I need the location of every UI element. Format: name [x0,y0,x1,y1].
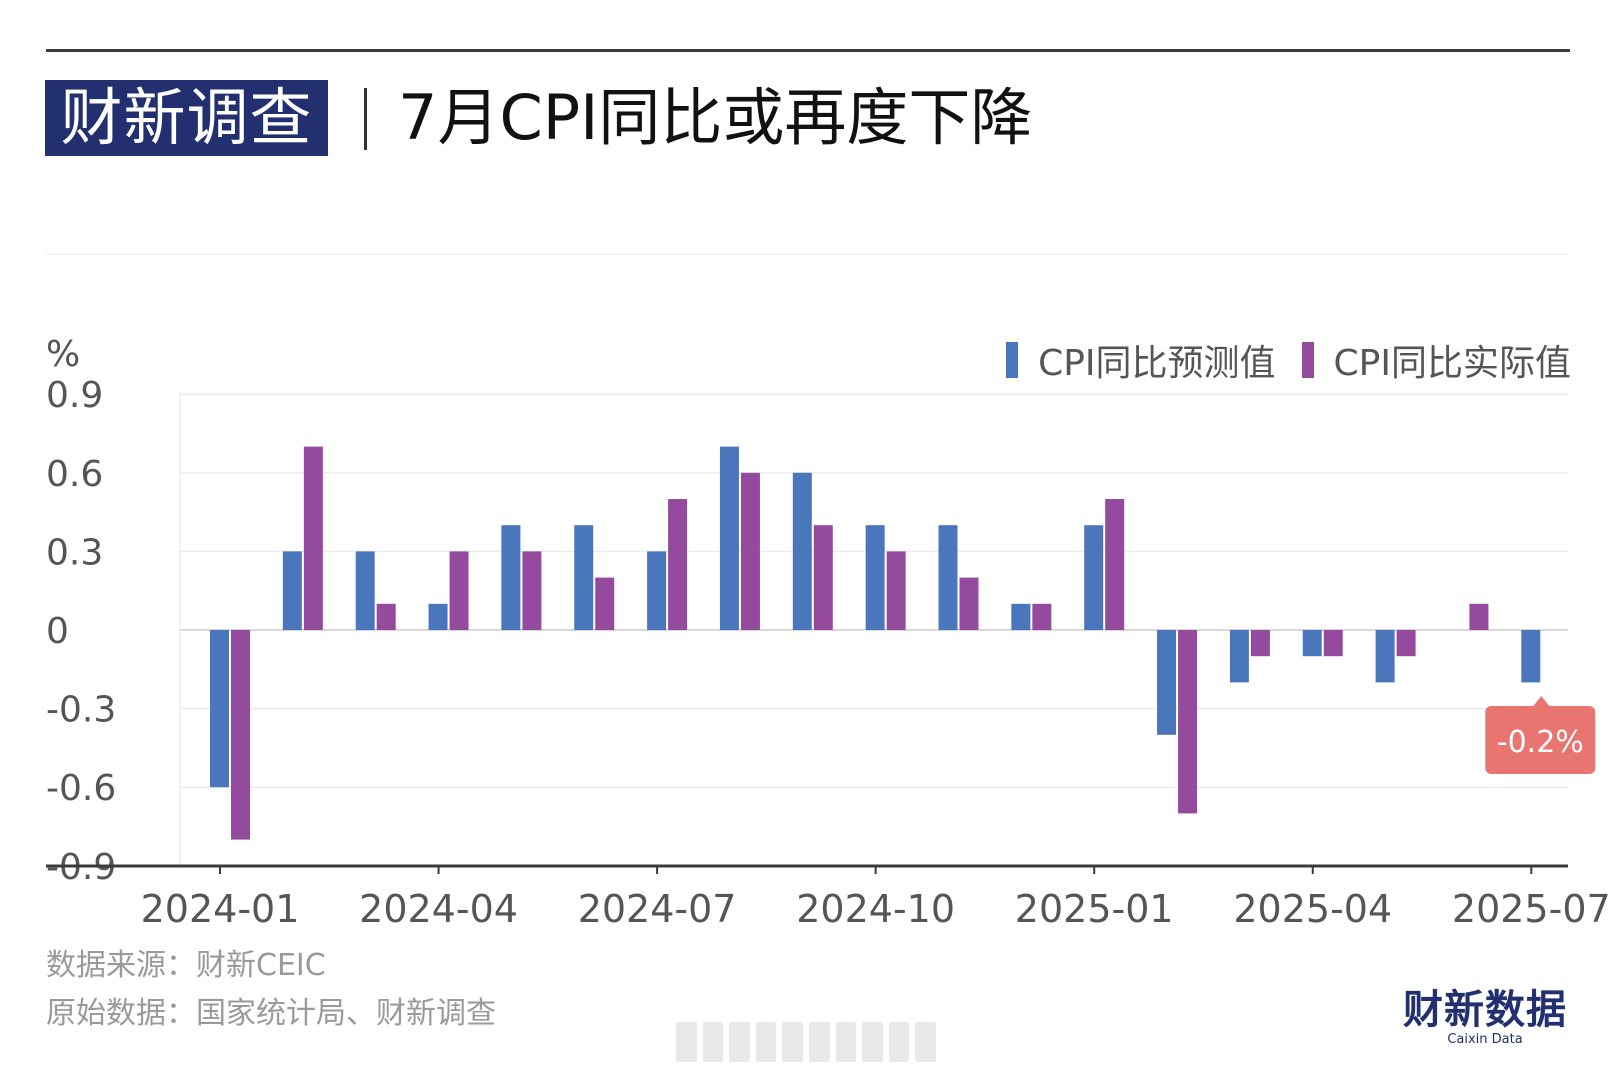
bar-forecast-2025-04 [1302,630,1322,657]
page-indicator [676,1022,936,1062]
bar-actual-2025-06 [1469,603,1489,630]
callout-pointer [1533,696,1550,706]
x-tick-label: 2025-01 [1015,887,1174,931]
bar-actual-2024-11 [959,577,979,630]
data-source-note: 数据来源：财新CEIC [46,948,326,983]
bar-actual-2025-05 [1396,630,1416,657]
x-tick-label: 2024-01 [141,887,300,931]
bar-forecast-2024-03 [355,551,375,630]
legend-swatch-actual [1301,342,1314,378]
y-tick-label: -0.3 [46,690,116,731]
brand-label: 财新调查 [45,80,328,156]
y-tick-label: 0.3 [46,532,103,573]
bar-actual-2025-01 [1105,499,1125,630]
callout-box [1485,706,1596,774]
chart-title: 7月CPI同比或再度下降 [398,81,1033,154]
callout-label: -0.2% [1497,725,1584,760]
legend-item-actual: CPI同比实际值 [1301,334,1571,386]
bar-actual-2024-07 [668,499,688,630]
bar-actual-2024-10 [886,551,906,630]
x-tick-label: 2024-07 [578,887,737,931]
bar-actual-2024-12 [1032,603,1052,630]
bar-forecast-2025-07 [1521,630,1541,683]
bar-forecast-2024-05 [501,525,521,630]
bar-forecast-2025-01 [1084,525,1104,630]
bar-forecast-2024-02 [282,551,302,630]
x-tick-label: 2024-10 [796,887,955,931]
bar-forecast-2024-11 [938,525,958,630]
legend-item-forecast: CPI同比预测值 [1006,334,1276,386]
y-tick-label: -0.6 [46,768,116,809]
x-tick-label: 2025-07 [1452,887,1611,931]
caixin-data-logo: 财新数据 Caixin Data [1400,988,1570,1048]
bar-actual-2024-04 [449,551,469,630]
bar-forecast-2024-01 [210,630,229,788]
bar-forecast-2024-06 [574,525,594,630]
bar-actual-2025-03 [1250,630,1270,657]
bar-actual-2024-02 [303,446,323,630]
y-unit-label: % [46,334,81,375]
bar-forecast-2024-12 [1011,603,1031,630]
bar-actual-2024-05 [522,551,542,630]
legend-label-forecast: CPI同比预测值 [1038,343,1276,384]
raw-data-note: 原始数据：国家统计局、财新调查 [46,996,496,1031]
legend-swatch-forecast [1006,342,1019,378]
bar-actual-2024-03 [376,603,396,630]
bar-forecast-2025-05 [1375,630,1395,683]
bar-forecast-2024-08 [719,446,739,630]
x-tick-label: 2025-04 [1233,887,1392,931]
top-rule [46,49,1570,52]
legend-label-actual: CPI同比实际值 [1333,343,1571,384]
bar-forecast-2025-02 [1157,630,1177,735]
x-tick-label: 2024-04 [359,887,518,931]
y-tick-label: 0.9 [46,375,103,416]
bar-actual-2025-02 [1178,630,1198,814]
y-tick-label: 0 [46,611,69,652]
bar-forecast-2024-07 [647,551,667,630]
bar-forecast-2024-04 [428,603,448,630]
bar-forecast-2024-10 [865,525,885,630]
logo-sub-text: Caixin Data [1447,1032,1523,1047]
y-tick-label: 0.6 [46,454,103,495]
title-separator [364,88,367,150]
legend: CPI同比预测值 CPI同比实际值 [980,334,1571,386]
logo-main-text: 财新数据 [1403,987,1567,1033]
bar-actual-2024-06 [595,577,615,630]
bar-actual-2025-04 [1323,630,1343,657]
bar-actual-2024-09 [813,525,833,630]
bar-forecast-2024-09 [792,472,812,630]
bar-forecast-2025-03 [1229,630,1249,683]
bar-actual-2024-01 [231,630,250,840]
bar-actual-2024-08 [740,472,760,630]
